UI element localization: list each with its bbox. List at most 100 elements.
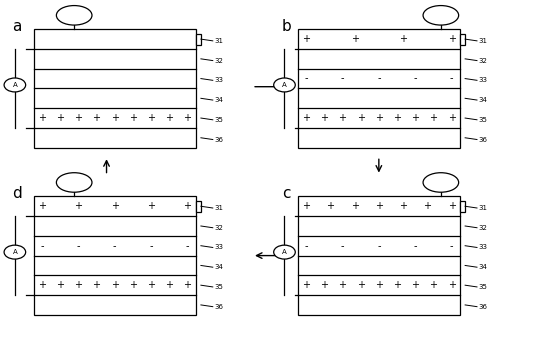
Text: +: + xyxy=(129,280,137,290)
Text: +: + xyxy=(302,201,310,211)
Text: 35: 35 xyxy=(479,284,487,290)
Ellipse shape xyxy=(56,173,92,192)
Text: +: + xyxy=(147,201,155,211)
Text: -: - xyxy=(186,241,189,251)
Text: +: + xyxy=(326,201,334,211)
Text: +: + xyxy=(429,280,437,290)
Text: A: A xyxy=(282,82,287,88)
Text: -: - xyxy=(341,241,344,251)
Text: +: + xyxy=(448,201,456,211)
Text: 36: 36 xyxy=(215,137,223,143)
Text: +: + xyxy=(165,113,173,123)
Text: +: + xyxy=(320,280,328,290)
Circle shape xyxy=(4,78,25,92)
Text: 34: 34 xyxy=(479,97,487,103)
Text: 32: 32 xyxy=(215,225,223,231)
Bar xyxy=(298,29,460,148)
Text: +: + xyxy=(111,280,119,290)
Text: b: b xyxy=(282,19,292,34)
Text: 33: 33 xyxy=(215,77,223,83)
Text: 33: 33 xyxy=(479,244,488,251)
Text: +: + xyxy=(183,280,191,290)
Text: +: + xyxy=(423,201,431,211)
Circle shape xyxy=(4,245,25,259)
Text: 32: 32 xyxy=(479,58,487,64)
Text: +: + xyxy=(111,201,119,211)
Text: -: - xyxy=(149,241,153,251)
Text: -: - xyxy=(113,241,117,251)
Text: 35: 35 xyxy=(479,117,487,123)
Text: +: + xyxy=(357,113,365,123)
Bar xyxy=(34,29,196,148)
Text: 34: 34 xyxy=(479,264,487,270)
Text: -: - xyxy=(341,74,344,84)
Ellipse shape xyxy=(423,6,459,25)
Text: +: + xyxy=(351,34,359,44)
Text: -: - xyxy=(76,241,80,251)
Bar xyxy=(460,201,465,212)
Text: +: + xyxy=(448,34,456,44)
Text: +: + xyxy=(93,113,100,123)
Text: a: a xyxy=(12,19,22,34)
Text: +: + xyxy=(393,280,401,290)
Bar xyxy=(460,34,465,45)
Text: +: + xyxy=(147,113,155,123)
Text: +: + xyxy=(165,280,173,290)
Text: +: + xyxy=(338,280,346,290)
Text: +: + xyxy=(351,201,359,211)
Ellipse shape xyxy=(56,6,92,25)
Text: +: + xyxy=(357,280,365,290)
Text: +: + xyxy=(375,113,383,123)
Text: 35: 35 xyxy=(215,117,223,123)
Text: +: + xyxy=(375,201,383,211)
Text: A: A xyxy=(12,82,17,88)
Text: -: - xyxy=(40,241,43,251)
Text: +: + xyxy=(38,113,46,123)
Text: +: + xyxy=(393,113,401,123)
Text: 36: 36 xyxy=(215,304,223,310)
Text: +: + xyxy=(129,113,137,123)
Text: +: + xyxy=(183,201,191,211)
Text: +: + xyxy=(74,201,82,211)
Bar xyxy=(298,197,460,315)
Bar xyxy=(196,201,201,212)
Text: c: c xyxy=(282,186,291,201)
Bar xyxy=(196,34,201,45)
Text: -: - xyxy=(377,241,380,251)
Text: 34: 34 xyxy=(215,97,223,103)
Text: +: + xyxy=(411,113,420,123)
Text: +: + xyxy=(74,113,82,123)
Ellipse shape xyxy=(423,173,459,192)
Text: +: + xyxy=(111,113,119,123)
Text: -: - xyxy=(304,74,308,84)
Text: +: + xyxy=(375,280,383,290)
Text: +: + xyxy=(411,280,420,290)
Circle shape xyxy=(274,78,295,92)
Text: +: + xyxy=(38,201,46,211)
Text: +: + xyxy=(429,113,437,123)
Text: +: + xyxy=(93,280,100,290)
Text: +: + xyxy=(302,113,310,123)
Text: A: A xyxy=(282,249,287,255)
Text: +: + xyxy=(147,280,155,290)
Text: A: A xyxy=(12,249,17,255)
Text: 32: 32 xyxy=(215,58,223,64)
Text: +: + xyxy=(338,113,346,123)
Text: 31: 31 xyxy=(479,38,488,44)
Text: 34: 34 xyxy=(215,264,223,270)
Text: +: + xyxy=(38,280,46,290)
Text: 33: 33 xyxy=(215,244,223,251)
Text: -: - xyxy=(304,241,308,251)
Text: +: + xyxy=(320,113,328,123)
Text: +: + xyxy=(399,34,407,44)
Text: -: - xyxy=(414,74,417,84)
Text: -: - xyxy=(377,74,380,84)
Text: +: + xyxy=(448,113,456,123)
Text: +: + xyxy=(399,201,407,211)
Circle shape xyxy=(274,245,295,259)
Text: 33: 33 xyxy=(479,77,488,83)
Text: 31: 31 xyxy=(479,205,488,211)
Text: 36: 36 xyxy=(479,304,488,310)
Text: 31: 31 xyxy=(215,205,223,211)
Text: +: + xyxy=(302,34,310,44)
